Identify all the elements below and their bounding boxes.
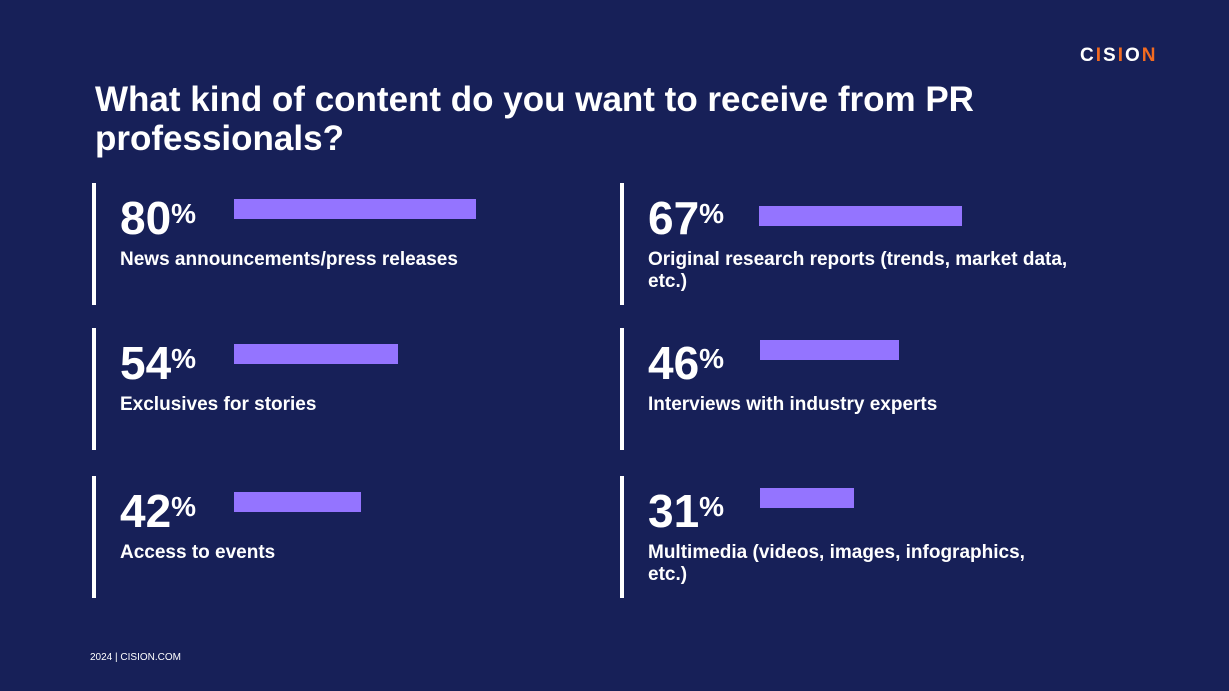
stat-value: 42%	[120, 485, 197, 537]
stat-value: 31%	[648, 485, 725, 537]
cision-logo: CISION	[1080, 45, 1158, 66]
stat-item: 46% Interviews with industry experts	[620, 328, 1104, 450]
stat-bar	[759, 206, 962, 226]
stat-bar	[760, 340, 900, 360]
page-title: What kind of content do you want to rece…	[95, 80, 974, 158]
stat-label: Original research reports (trends, marke…	[648, 249, 1068, 292]
stat-bar	[760, 488, 854, 508]
stat-item: 54% Exclusives for stories	[92, 328, 576, 450]
stat-item: 31% Multimedia (videos, images, infograph…	[620, 476, 1104, 598]
stat-bar	[234, 492, 362, 512]
stat-label: News announcements/press releases	[120, 249, 458, 270]
stat-bar	[234, 199, 477, 219]
stat-value: 46%	[648, 337, 725, 389]
stat-value: 67%	[648, 192, 725, 244]
stat-label: Interviews with industry experts	[648, 394, 938, 415]
stat-label: Multimedia (videos, images, infographics…	[648, 542, 1025, 585]
stat-label: Exclusives for stories	[120, 394, 317, 415]
stat-value: 54%	[120, 337, 197, 389]
stat-value: 80%	[120, 192, 197, 244]
footer: 2024 | CISION.COM	[90, 652, 181, 663]
stat-label: Access to events	[120, 542, 276, 563]
stat-bar	[234, 344, 398, 364]
stat-item: 42% Access to events	[92, 476, 576, 598]
stat-item: 67% Original research reports (trends, ma…	[620, 183, 1104, 305]
stat-item: 80% News announcements/press releases	[92, 183, 576, 305]
